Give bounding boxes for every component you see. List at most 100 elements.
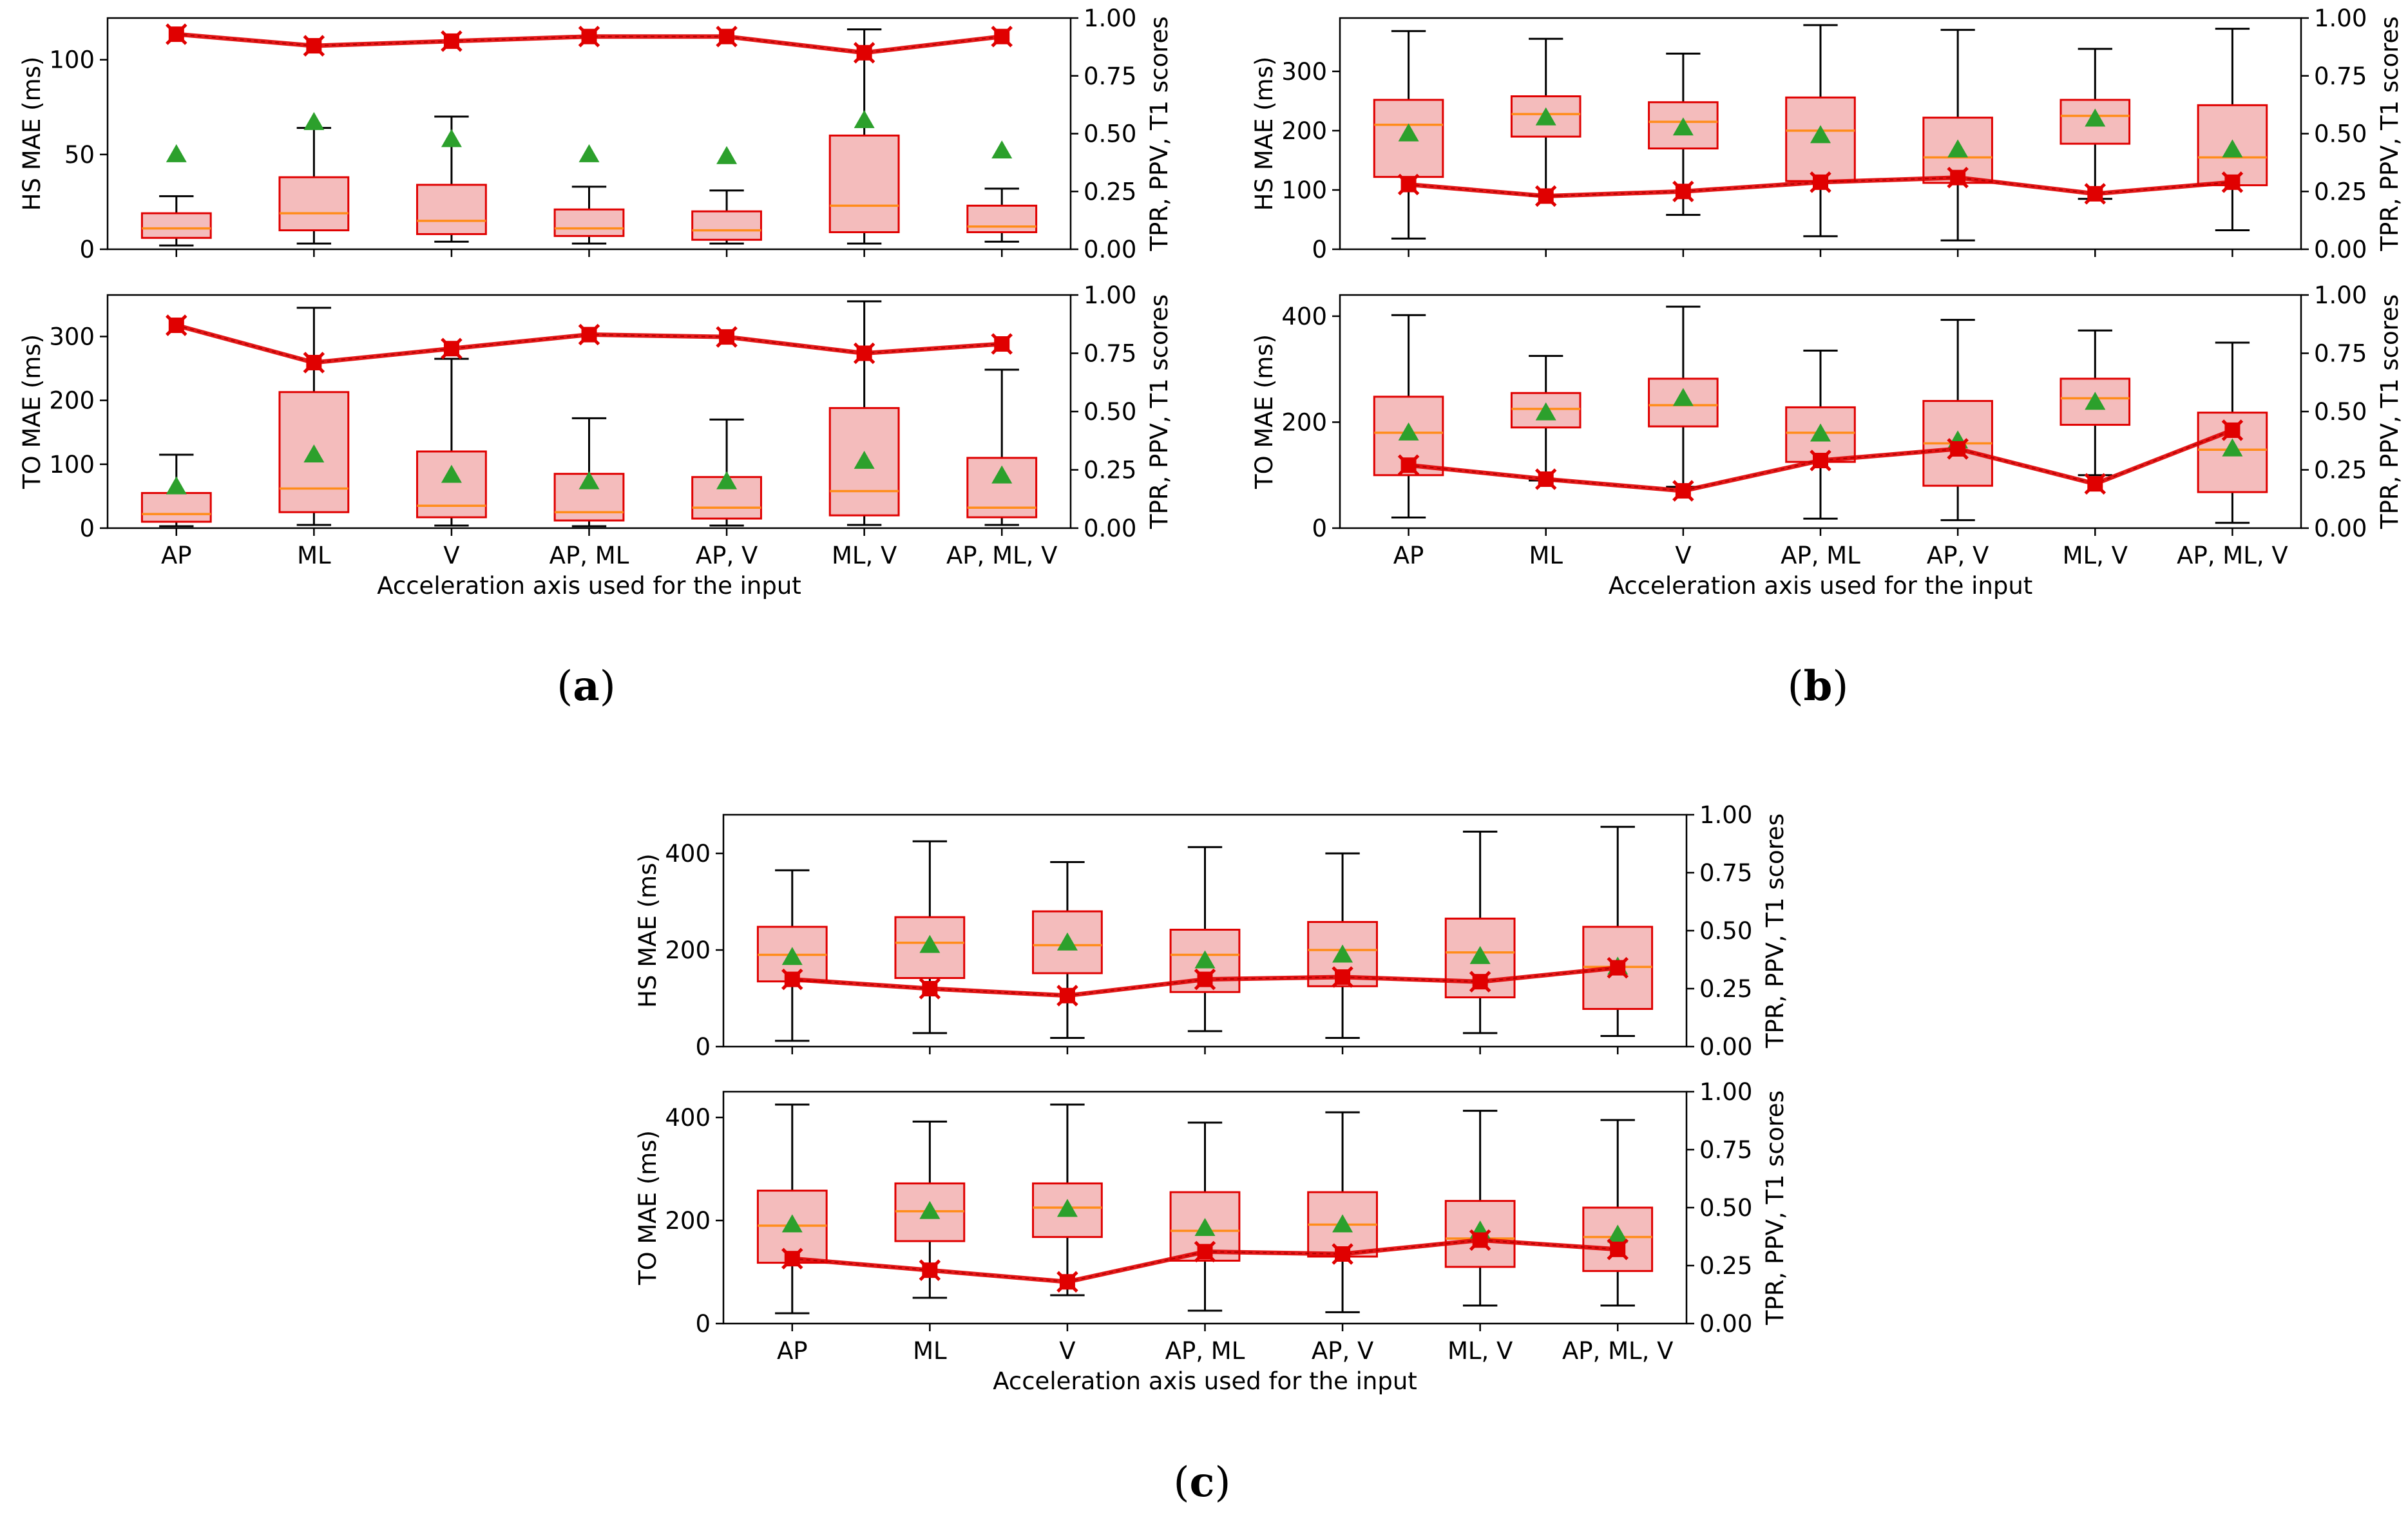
mean-marker — [1194, 1218, 1216, 1236]
y2-tick-label: 1.00 — [1699, 801, 1752, 829]
mean-marker — [441, 464, 462, 483]
box-2 — [1032, 861, 1103, 1039]
score-marker-x — [716, 326, 738, 348]
mean-marker — [303, 444, 325, 462]
score-marker-x — [166, 314, 187, 336]
y-tick-label: 200 — [665, 936, 711, 964]
x-tick-label: ML — [913, 1337, 947, 1365]
score-marker-x — [1397, 173, 1420, 196]
y-tick-label: 200 — [665, 1207, 711, 1235]
mean-marker — [919, 935, 941, 953]
mean-marker — [1332, 944, 1353, 963]
box-5 — [2059, 48, 2131, 200]
y2-tick-label: 0.25 — [1699, 975, 1752, 1003]
y-tick-label: 300 — [49, 323, 95, 350]
y2-tick-label: 0.50 — [2314, 120, 2367, 148]
score-marker-x — [991, 333, 1013, 355]
box-2 — [1032, 1103, 1103, 1297]
iqr-box — [278, 391, 350, 513]
score-marker-x — [2084, 183, 2107, 205]
box-4 — [1307, 1111, 1378, 1313]
y-tick-label: 0 — [695, 1033, 711, 1061]
score-marker-x — [1607, 956, 1629, 979]
box-0 — [1373, 30, 1444, 240]
iqr-box — [553, 208, 625, 237]
y2-axis-label: TPR, PPV, T1 scores — [2376, 16, 2403, 251]
x-tick-label: ML — [297, 542, 331, 569]
box-1 — [1510, 355, 1581, 482]
y-tick-label: 100 — [49, 46, 95, 74]
mean-marker — [991, 140, 1013, 158]
score-marker-x — [853, 42, 875, 64]
y-tick-label: 200 — [1281, 408, 1327, 436]
y2-tick-label: 0.75 — [2314, 62, 2367, 90]
x-tick-label: ML, V — [2063, 542, 2128, 569]
iqr-box — [416, 450, 487, 518]
mean-marker — [1535, 402, 1556, 421]
y2-tick-label: 1.00 — [1084, 281, 1136, 309]
y-axis-label: TO MAE (ms) — [1250, 334, 1278, 489]
mean-marker — [854, 109, 875, 128]
mean-marker — [1535, 107, 1556, 126]
score-marker-x — [303, 35, 325, 57]
mean-marker — [2085, 108, 2106, 127]
score-marker-x — [1332, 966, 1353, 988]
x-tick-label: AP, ML, V — [1562, 1337, 1674, 1365]
y2-tick-label: 0.25 — [1084, 457, 1136, 484]
y2-tick-label: 0.25 — [1084, 178, 1136, 205]
score-marker-x — [781, 1248, 803, 1269]
y2-tick-label: 0.00 — [1699, 1310, 1752, 1338]
score-marker-x — [853, 342, 875, 365]
y2-tick-label: 0.25 — [2314, 178, 2367, 205]
score-marker-x — [716, 25, 738, 48]
y2-tick-label: 0.00 — [2314, 236, 2367, 263]
box-1 — [278, 307, 350, 526]
iqr-box — [2059, 377, 2131, 426]
box-3 — [553, 417, 625, 527]
box-5 — [828, 300, 900, 526]
y2-tick-label: 0.75 — [1084, 340, 1136, 368]
y2-tick-label: 1.00 — [1699, 1078, 1752, 1106]
mean-marker — [854, 450, 875, 469]
plots-layer: 0 50 100 0.00 0.25 0.50 0.75 1.00 HS MAE (ms) TPR… — [18, 5, 2403, 1395]
y2-axis-label: TPR, PPV, T1 scores — [1145, 16, 1173, 251]
y2-tick-label: 1.00 — [1084, 5, 1136, 32]
y-tick-label: 300 — [1281, 58, 1327, 86]
y-axis-label: HS MAE (ms) — [1250, 57, 1278, 211]
mean-marker — [441, 129, 462, 147]
box-0 — [140, 144, 212, 247]
box-1 — [278, 111, 350, 245]
box-0 — [756, 869, 828, 1042]
y2-axis-label: TPR, PPV, T1 scores — [1761, 813, 1789, 1049]
score-marker-x — [1397, 454, 1420, 477]
y-tick-label: 0 — [1312, 515, 1327, 542]
score-marker-x — [2084, 473, 2107, 495]
y-tick-label: 0 — [79, 515, 95, 542]
box-6 — [1582, 1119, 1654, 1307]
mean-marker — [1672, 388, 1694, 406]
y-tick-label: 0 — [1312, 236, 1327, 263]
box-3 — [1785, 24, 1856, 238]
y-tick-label: 0 — [79, 236, 95, 263]
score-marker-x — [166, 23, 187, 45]
y-tick-label: 200 — [49, 387, 95, 415]
mean-marker — [716, 471, 738, 489]
y2-tick-label: 0.75 — [1699, 1136, 1752, 1164]
y2-tick-label: 0.25 — [2314, 457, 2367, 484]
y2-tick-label: 1.00 — [2314, 281, 2367, 309]
y-axis-label: HS MAE (ms) — [634, 853, 662, 1008]
score-marker-x — [1672, 480, 1694, 502]
mean-marker — [919, 1201, 941, 1219]
x-tick-label: AP, ML, V — [946, 542, 1058, 569]
score-marker-x — [2221, 171, 2244, 193]
score-marker-x — [441, 337, 463, 360]
mean-marker — [1398, 422, 1419, 441]
x-tick-label: AP, V — [696, 542, 758, 569]
score-marker-x — [441, 30, 463, 52]
chart-a-bottom: 0 100 200 300 0.00 0.25 0.50 0.75 1.00 AP ML V AP, M… — [18, 281, 1173, 600]
mean-marker — [1672, 117, 1694, 136]
score-marker-x — [1056, 985, 1078, 1007]
box-4 — [691, 146, 762, 245]
iqr-box — [140, 491, 212, 523]
box-3 — [1169, 846, 1241, 1032]
